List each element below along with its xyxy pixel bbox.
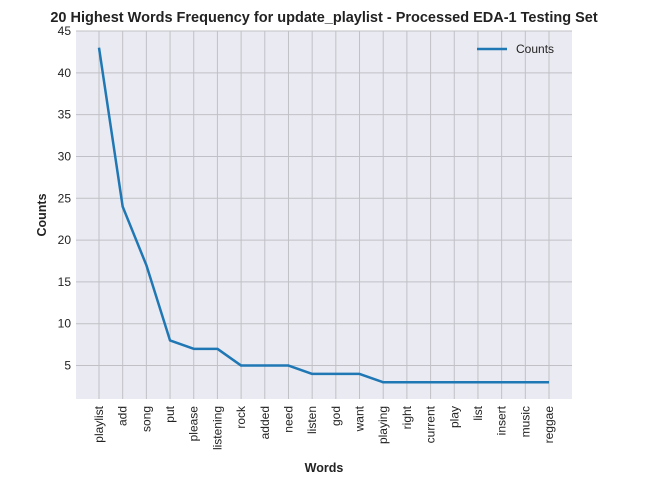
legend: Counts [477,42,554,56]
series-group [97,47,550,384]
series-line-counts [97,47,549,384]
chart-title: 20 Highest Words Frequency for update_pl… [50,10,598,26]
y-tick-label: 35 [58,108,72,122]
x-tick-label: listening [210,406,224,450]
x-tick-label: current [424,405,438,443]
x-tick-label: want [353,405,367,432]
x-tick-labels: playlist add song put please listening rock add… [92,405,556,450]
y-tick-label: 45 [58,24,72,38]
grid-lines [76,30,572,399]
x-tick-label: rock [234,405,248,429]
x-tick-label: right [400,405,414,429]
x-tick-label: need [281,406,295,433]
x-tick-label: reggae [542,406,556,444]
y-tick-label: 15 [58,275,72,289]
x-tick-label: listen [305,406,319,434]
y-tick-label: 10 [58,317,72,331]
y-tick-label: 25 [58,191,72,205]
x-tick-label: list [471,405,485,420]
x-tick-label: added [258,406,272,439]
x-tick-label: add [116,406,130,426]
x-tick-label: music [518,406,532,437]
x-tick-label: please [187,406,201,442]
x-tick-label: playing [376,406,390,444]
x-tick-label: song [139,406,153,432]
x-tick-label: playlist [92,405,106,442]
y-tick-label: 30 [58,149,72,163]
y-tick-label: 20 [58,233,72,247]
legend-label-counts: Counts [516,42,554,56]
y-tick-label: 40 [58,66,72,80]
x-tick-label: put [163,405,177,422]
x-axis-label: Words [305,461,344,475]
y-tick-label: 5 [64,359,71,373]
x-tick-label: god [329,406,343,426]
y-tick-labels: 5 10 15 20 25 30 35 40 45 [58,24,72,373]
y-axis-label: Counts [35,193,49,236]
x-tick-label: play [447,406,461,428]
plot-background [76,31,572,399]
x-tick-label: insert [495,405,509,435]
